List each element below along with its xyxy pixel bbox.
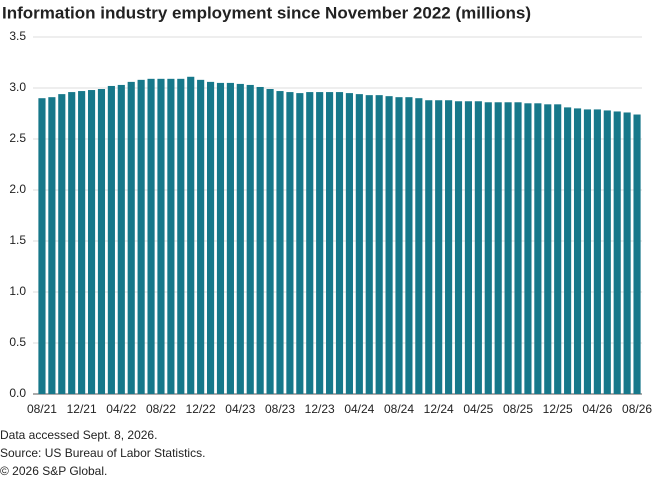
bar (355, 94, 363, 395)
bar (206, 81, 215, 394)
x-tick-label: 08/26 (622, 402, 652, 416)
x-tick-label: 12/25 (543, 402, 573, 416)
y-tick-label: 3.0 (9, 80, 26, 94)
bar (613, 111, 621, 395)
bar (58, 94, 66, 395)
bar (137, 79, 145, 394)
bar (335, 92, 344, 394)
x-tick-label: 12/22 (186, 402, 216, 416)
bar (97, 89, 106, 395)
bar (127, 81, 135, 394)
bar (445, 100, 453, 395)
x-tick-label: 04/24 (344, 402, 374, 416)
footnote: Source: US Bureau of Labor Statistics. (0, 446, 205, 460)
y-tick-label: 2.5 (9, 131, 26, 145)
y-tick-label: 0.0 (9, 386, 26, 400)
bar (216, 82, 225, 395)
bar (435, 100, 443, 395)
bar (326, 92, 334, 394)
x-tick-label: 08/24 (384, 402, 414, 416)
bar (236, 83, 244, 395)
bar (157, 78, 165, 394)
bar (395, 97, 403, 395)
x-tick-label: 08/25 (503, 402, 533, 416)
bar (534, 103, 542, 395)
bar (87, 90, 96, 394)
bar (187, 76, 195, 394)
bar (177, 78, 185, 394)
bar (623, 112, 631, 394)
bar (147, 78, 155, 394)
bar (415, 98, 423, 394)
bar (266, 89, 274, 395)
bar (405, 97, 413, 395)
bar (226, 82, 234, 395)
x-tick-label: 12/24 (424, 402, 454, 416)
bar (316, 92, 324, 394)
footnote: Data accessed Sept. 8, 2026. (0, 428, 157, 442)
y-tick-label: 2.0 (9, 182, 26, 196)
bar (573, 108, 582, 395)
chart-title: Information industry employment since No… (2, 3, 531, 22)
bar (603, 110, 611, 394)
footnote: © 2026 S&P Global. (0, 464, 107, 478)
bar (633, 114, 641, 395)
x-tick-label: 08/21 (27, 402, 57, 416)
bar (197, 79, 205, 394)
bar (564, 107, 572, 394)
bar (286, 92, 294, 394)
bar (474, 101, 482, 394)
y-tick-label: 3.5 (9, 29, 26, 43)
bar (276, 91, 284, 394)
bar (504, 102, 512, 394)
bar (425, 100, 433, 395)
bar (494, 102, 502, 394)
x-tick-label: 12/23 (305, 402, 335, 416)
bar (48, 97, 56, 395)
bar (107, 85, 115, 395)
bar (544, 104, 552, 394)
x-tick-label: 04/22 (106, 402, 136, 416)
bar (514, 102, 522, 394)
bar (593, 109, 601, 395)
x-tick-label: 04/26 (582, 402, 612, 416)
bar (306, 92, 314, 394)
y-tick-label: 0.5 (9, 335, 26, 349)
bar (464, 101, 473, 394)
y-tick-label: 1.5 (9, 233, 26, 247)
bar (117, 84, 125, 394)
bar (554, 104, 562, 394)
bar (246, 84, 254, 394)
bar (365, 95, 373, 394)
bar (375, 95, 383, 394)
bar (524, 103, 532, 395)
x-tick-label: 08/22 (146, 402, 176, 416)
y-tick-label: 1.0 (9, 284, 26, 298)
bar (68, 92, 76, 394)
x-tick-label: 12/21 (67, 402, 97, 416)
bar (583, 109, 592, 395)
bar (167, 78, 175, 394)
x-tick-label: 08/23 (265, 402, 295, 416)
bar (454, 101, 463, 394)
x-tick-label: 04/23 (225, 402, 255, 416)
bar (256, 86, 264, 394)
bar (385, 96, 393, 394)
x-tick-label: 04/25 (463, 402, 493, 416)
bar (296, 93, 304, 394)
bar (484, 102, 492, 394)
bar (38, 98, 46, 394)
bar (78, 91, 86, 394)
bar (345, 93, 353, 394)
